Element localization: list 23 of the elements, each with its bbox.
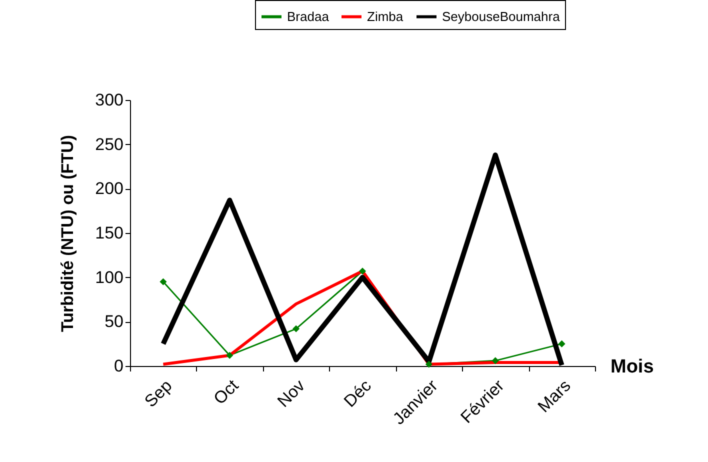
legend-label: Zimba xyxy=(367,8,404,24)
point xyxy=(292,325,300,332)
y-tick-label: 100 xyxy=(95,268,124,287)
y-tick-label: 150 xyxy=(95,224,124,242)
x-tick-label: Oct xyxy=(210,376,242,408)
x-tick-label: Déc xyxy=(340,376,376,411)
x-tick-label: Nov xyxy=(274,376,309,411)
legend-label: SeybouseBoumahra xyxy=(442,8,561,24)
y-tick-label: 300 xyxy=(95,90,124,110)
point xyxy=(558,340,566,348)
point xyxy=(160,278,167,286)
y-tick-label: 0 xyxy=(114,356,124,376)
point xyxy=(226,352,234,359)
point xyxy=(425,360,432,368)
x-tick-label: Sep xyxy=(140,376,176,411)
point xyxy=(492,357,499,364)
y-axis-title: Turbidité (NTU) ou (FTU) xyxy=(58,134,78,332)
x-axis-title: Mois xyxy=(610,356,654,378)
y-tick-label: 50 xyxy=(104,312,124,332)
legend-label: Bradaa xyxy=(287,8,330,24)
y-tick-label: 250 xyxy=(95,134,124,154)
point xyxy=(358,268,366,275)
y-tick-label: 200 xyxy=(95,179,124,198)
